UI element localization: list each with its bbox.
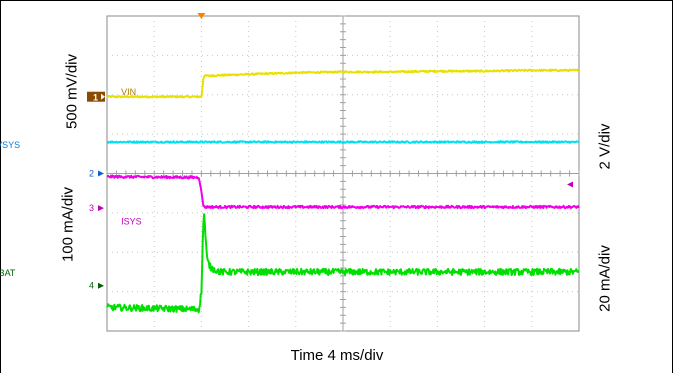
series-label-vsys: VSYS	[0, 140, 20, 150]
trigger-marker	[197, 13, 206, 19]
channel-3-marker-arrow	[98, 205, 104, 212]
channel-4-marker-label: 4	[89, 281, 94, 291]
series-label-ibat: IBAT	[0, 268, 16, 278]
series-label-isys: ISYS	[121, 217, 142, 227]
channel-2-marker-arrow	[98, 170, 104, 177]
channel-3-marker-label: 3	[89, 203, 94, 213]
left-upper-axis-label: 500 mV/div	[63, 53, 81, 130]
channel-2-marker-label: 2	[89, 169, 94, 179]
series-line-vsys	[106, 140, 580, 144]
left-lower-axis-label: 100 mA/div	[59, 186, 77, 263]
channel-1-marker-arrow	[101, 93, 105, 100]
channel-4-marker-arrow	[98, 282, 104, 289]
right-lower-axis-label: 20 mA/div	[596, 245, 614, 312]
series-line-isys	[106, 174, 580, 210]
isys-right-reference-arrow	[567, 181, 573, 188]
x-axis-label: Time 4 ms/div	[290, 347, 384, 364]
channel-1-marker	[87, 91, 105, 102]
right-upper-axis-label: 2 V/div	[596, 123, 614, 170]
series-label-vin: VIN	[121, 87, 136, 97]
channel-1-marker-label: 1	[93, 93, 98, 103]
series-line-ibat	[106, 213, 580, 314]
series-line-vin	[106, 68, 580, 99]
